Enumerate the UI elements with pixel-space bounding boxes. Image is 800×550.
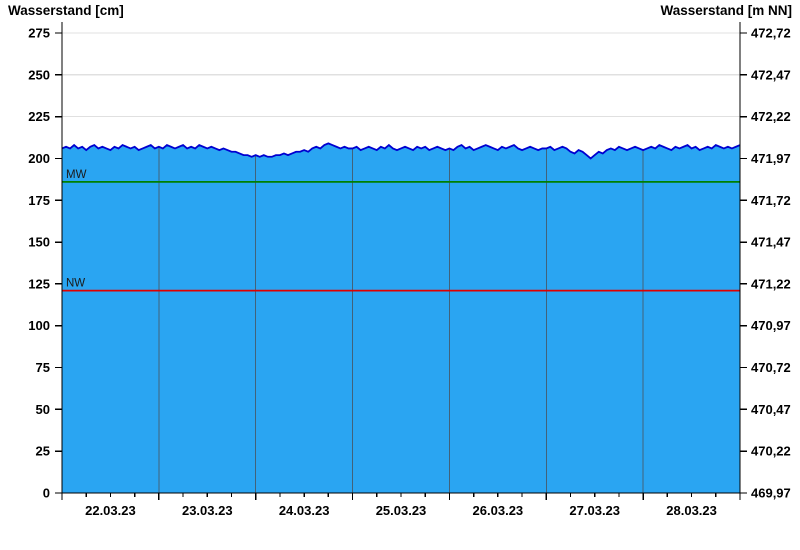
right-tick-label: 472,72: [751, 26, 791, 41]
right-tick-label: 470,22: [751, 444, 791, 459]
right-tick-label: 471,72: [751, 193, 791, 208]
left-tick-label: 150: [28, 235, 50, 250]
right-tick-label: 470,97: [751, 318, 791, 333]
left-tick-label: 75: [36, 360, 50, 375]
right-tick-label: 472,22: [751, 109, 791, 124]
x-axis-labels: 22.03.23 23.03.23 24.03.23 25.03.23 26.03.23…: [85, 503, 717, 518]
nw-label: NW: [66, 278, 85, 290]
reference-line-mw: MW: [62, 169, 740, 183]
right-tick-label: 469,97: [751, 486, 791, 501]
day-gridlines: [158, 143, 644, 493]
left-tick-label: 0: [43, 486, 50, 501]
left-tick-label: 250: [28, 67, 50, 82]
water-level-area: [62, 143, 740, 493]
right-axis-title: Wasserstand [m NN]: [660, 3, 792, 18]
date-label: 23.03.23: [182, 503, 233, 518]
left-tick-label: 225: [28, 109, 50, 124]
date-label: 24.03.23: [279, 503, 330, 518]
left-tick-label: 175: [28, 193, 50, 208]
left-axis-title: Wasserstand [cm]: [8, 3, 124, 18]
right-tick-label: 472,47: [751, 67, 791, 82]
left-tick-label: 200: [28, 151, 50, 166]
left-tick-label: 275: [28, 26, 50, 41]
reference-line-nw: NW: [62, 278, 740, 292]
water-level-line: [61, 142, 741, 160]
left-tick-label: 125: [28, 276, 50, 291]
left-tick-label: 100: [28, 318, 50, 333]
left-tick-label: 50: [36, 402, 50, 417]
right-axis-ticks: 469,97 470,22 470,47 470,72 470,97 471,22 471,…: [740, 26, 791, 501]
date-label: 22.03.23: [85, 503, 136, 518]
right-tick-label: 471,22: [751, 276, 791, 291]
mw-label: MW: [66, 169, 87, 181]
date-label: 26.03.23: [473, 503, 524, 518]
bottom-axis-ticks: [61, 493, 741, 500]
right-tick-label: 470,47: [751, 402, 791, 417]
left-axis-ticks: 0 25 50 75 100 125 150 175 200 225 250 275: [28, 26, 62, 501]
date-label: 27.03.23: [569, 503, 620, 518]
right-tick-label: 471,47: [751, 235, 791, 250]
right-tick-label: 471,97: [751, 151, 791, 166]
date-label: 25.03.23: [376, 503, 427, 518]
left-tick-label: 25: [36, 444, 50, 459]
right-tick-label: 470,72: [751, 360, 791, 375]
date-label: 28.03.23: [666, 503, 717, 518]
